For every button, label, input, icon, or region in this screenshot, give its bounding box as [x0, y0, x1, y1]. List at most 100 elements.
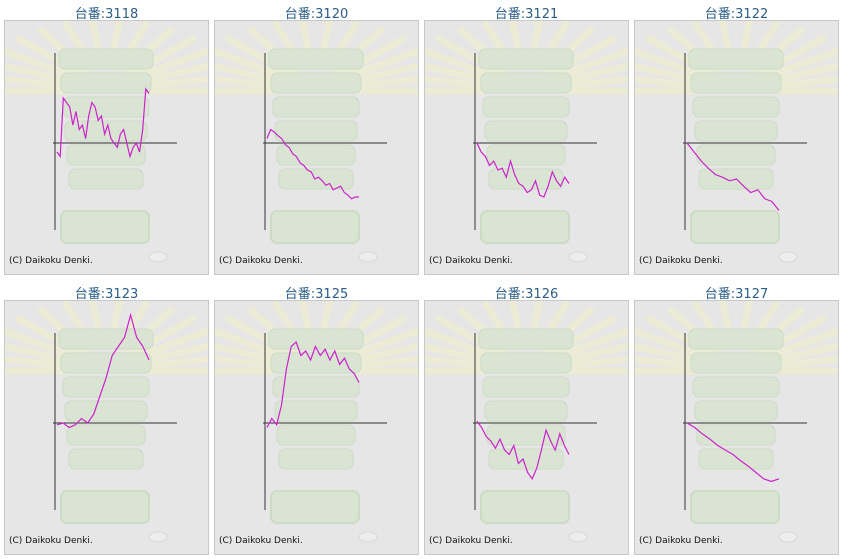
background-ray — [344, 47, 418, 80]
background-ray — [215, 47, 288, 80]
background-ray — [559, 342, 628, 365]
background-ray — [5, 75, 71, 90]
background-illustration — [215, 21, 418, 263]
background-illustration — [5, 301, 208, 543]
background-tier — [58, 48, 154, 70]
background-tier — [68, 168, 144, 190]
background-ray — [554, 327, 628, 360]
graph-svg — [425, 21, 628, 263]
machine-card: 台番:3121 (C) Daikoku Denki. — [424, 0, 629, 275]
slump-line — [266, 128, 359, 200]
background-tier — [484, 400, 568, 422]
background-tray — [480, 210, 570, 244]
machine-title-link[interactable]: 台番:3125 — [284, 287, 349, 302]
slump-graph[interactable]: (C) Daikoku Denki. — [424, 20, 629, 275]
background-tier — [274, 120, 358, 142]
copyright-text: (C) Daikoku Denki. — [639, 536, 723, 546]
slump-graph[interactable]: (C) Daikoku Denki. — [214, 20, 419, 275]
slump-line — [686, 422, 780, 483]
slump-graph[interactable]: (C) Daikoku Denki. — [4, 300, 209, 555]
background-tier — [276, 144, 356, 166]
background-ray — [771, 355, 838, 370]
background-tier — [692, 376, 780, 398]
machine-title-link[interactable]: 台番:3118 — [74, 7, 139, 22]
background-coin — [568, 251, 588, 263]
slump-graph[interactable]: (C) Daikoku Denki. — [424, 300, 629, 555]
background-tier — [486, 144, 566, 166]
background-tier — [60, 72, 152, 94]
background-tier — [270, 72, 362, 94]
machine-title-link[interactable]: 台番:3120 — [284, 7, 349, 22]
graph-svg — [635, 301, 838, 543]
slump-line — [56, 312, 150, 429]
copyright-text: (C) Daikoku Denki. — [219, 256, 303, 266]
background-ray — [425, 355, 491, 370]
background-tier — [690, 72, 782, 94]
background-tier — [480, 72, 572, 94]
slump-line — [476, 142, 570, 198]
background-ray — [559, 62, 628, 85]
background-tier — [66, 424, 146, 446]
background-coin — [778, 251, 798, 263]
background-tier — [276, 424, 356, 446]
slump-graph[interactable]: (C) Daikoku Denki. — [214, 300, 419, 555]
background-tier — [60, 352, 152, 374]
machine-title-link[interactable]: 台番:3121 — [494, 7, 559, 22]
background-tray — [60, 490, 150, 524]
slump-graph[interactable]: (C) Daikoku Denki. — [4, 20, 209, 275]
background-tier — [694, 120, 778, 142]
copyright-text: (C) Daikoku Denki. — [429, 256, 513, 266]
background-ray — [635, 355, 701, 370]
background-tier — [268, 48, 364, 70]
background-tier — [690, 352, 782, 374]
slump-graph[interactable]: (C) Daikoku Denki. — [634, 300, 839, 555]
background-tray — [480, 490, 570, 524]
graph-svg — [635, 21, 838, 263]
machine-card: 台番:3127 (C) Daikoku Denki. — [634, 280, 839, 555]
background-ray — [635, 75, 701, 90]
slump-line — [686, 142, 780, 211]
background-ray — [215, 62, 283, 85]
graph-svg — [215, 301, 418, 543]
graph-svg — [425, 301, 628, 543]
background-ray — [635, 327, 708, 360]
machine-title-link[interactable]: 台番:3122 — [704, 7, 769, 22]
slump-line — [56, 87, 150, 159]
background-tier — [696, 424, 776, 446]
background-tier — [688, 328, 784, 350]
background-tier — [480, 352, 572, 374]
graph-svg — [5, 301, 208, 543]
copyright-text: (C) Daikoku Denki. — [9, 256, 93, 266]
background-tier — [698, 448, 774, 470]
background-ray — [134, 47, 208, 80]
background-ray — [5, 327, 78, 360]
background-ray — [764, 327, 838, 360]
background-ray — [215, 342, 283, 365]
background-ray — [349, 342, 418, 365]
slump-line — [266, 340, 360, 428]
background-ray — [561, 355, 628, 370]
background-ray — [141, 355, 208, 370]
background-tier — [688, 48, 784, 70]
background-tier — [694, 400, 778, 422]
machine-title-link[interactable]: 台番:3127 — [704, 287, 769, 302]
background-tier — [58, 328, 154, 350]
background-ray — [769, 342, 838, 365]
machine-card: 台番:3125 (C) Daikoku Denki. — [214, 280, 419, 555]
background-tier — [272, 96, 360, 118]
background-ray — [351, 75, 418, 90]
background-ray — [635, 342, 703, 365]
background-tier — [68, 448, 144, 470]
background-ray — [771, 75, 838, 90]
background-ray — [5, 47, 78, 80]
slump-line — [476, 420, 570, 481]
background-illustration — [635, 301, 838, 543]
machine-title-link[interactable]: 台番:3126 — [494, 287, 559, 302]
background-tray — [270, 490, 360, 524]
machine-card: 台番:3122 (C) Daikoku Denki. — [634, 0, 839, 275]
machine-title-link[interactable]: 台番:3123 — [74, 287, 139, 302]
background-tier — [64, 400, 148, 422]
slump-graph[interactable]: (C) Daikoku Denki. — [634, 20, 839, 275]
machine-card: 台番:3120 (C) Daikoku Denki. — [214, 0, 419, 275]
